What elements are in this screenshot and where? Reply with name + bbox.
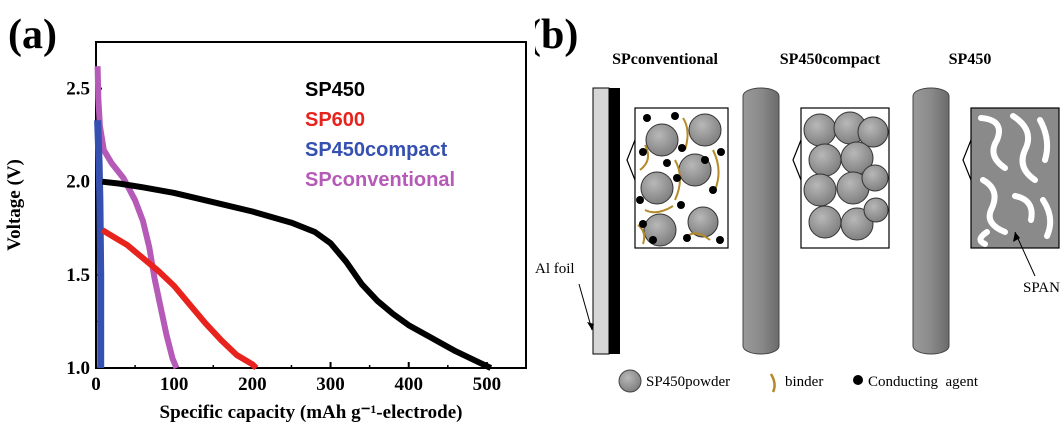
conventional-coating: [609, 88, 620, 354]
sp450-zoom-box: [970, 107, 1060, 249]
conducting-agent-dots: [636, 112, 725, 244]
span-label: SPAN: [1023, 280, 1060, 296]
legend-entry-sp450compact: SP450compact: [305, 139, 448, 161]
x-tick-label: 200: [238, 374, 267, 395]
column-title-spconventional: SPconventional: [612, 51, 718, 68]
sp450compact-electrode: [742, 87, 890, 355]
zoom-bracket: [792, 139, 802, 181]
legend-entry-spconventional: SPconventional: [305, 169, 455, 191]
span-pores: [977, 113, 1054, 247]
x-tick-label: 300: [316, 374, 345, 395]
y-axis-label: Voltage (V): [4, 159, 25, 251]
spconventional-electrode: Al foil: [535, 87, 729, 355]
x-tick-label: 400: [394, 374, 423, 395]
compact-slab: [742, 87, 780, 355]
schematic-legend: SP450powder binder Conducting agent: [618, 369, 979, 393]
x-tick-label: 0: [91, 374, 101, 395]
sp450-electrode: SPAN: [912, 87, 1060, 355]
y-axis-ticks: 1.0 1.5 2.0 2.5: [66, 79, 102, 379]
plot-frame: [95, 41, 527, 369]
legend-entry-sp450: SP450: [305, 79, 365, 101]
panel-b-label: (b): [535, 12, 578, 58]
series-group: [94, 66, 493, 371]
al-foil-label: Al foil: [535, 261, 575, 277]
series-line-sp450: [101, 178, 493, 371]
zoom-bracket: [626, 139, 636, 181]
sp450-slab: [912, 87, 950, 355]
legend-entry-sp600: SP600: [305, 109, 365, 131]
y-tick-label: 1.5: [66, 265, 90, 286]
discharge-chart: (a) 0 100 200 300 400 500 1.01.52.02.5 SP450S…: [4, 12, 527, 423]
zoom-bracket: [962, 139, 972, 181]
y-tick-label: 1.0: [66, 358, 90, 379]
span-pointer: [1014, 231, 1036, 277]
legend-binder-label: binder: [785, 374, 823, 390]
al-foil-pointer: [578, 283, 593, 331]
binder-legend-icon: [769, 373, 776, 393]
electrode-schematic: (b) SPconventional SP450compact SP450: [527, 12, 1060, 393]
chart-legend: SP450 SP600 SP450compact SPconventional: [305, 79, 455, 191]
plot-area: [95, 41, 527, 369]
x-tick-label: 100: [160, 374, 189, 395]
series-line-sp450compact: [94, 120, 105, 368]
powder-legend-icon: [618, 369, 642, 393]
column-title-sp450compact: SP450compact: [780, 51, 881, 68]
panel-b: (b) SPconventional SP450compact SP450: [527, 0, 1064, 429]
conventional-zoom-box: [634, 107, 729, 249]
compact-zoom-box: [800, 107, 890, 249]
legend-powder-label: SP450powder: [646, 374, 730, 390]
y-tick-label: 2.5: [66, 79, 90, 100]
agent-legend-icon: [853, 375, 863, 385]
panel-a: (a) 0 100 200 300 400 500 1.0 1.5 2.0 2.5 SP450 S…: [0, 0, 535, 429]
x-axis-ticks: 0 100 200 300 400 500: [91, 362, 501, 395]
panel-a-label: (a): [8, 12, 57, 58]
series-line-sp600: [100, 227, 259, 371]
legend-agent-label: Conducting agent: [868, 374, 979, 390]
y-tick-label: 2.0: [66, 172, 90, 193]
series-line-spconventional: [94, 66, 180, 370]
al-foil: [592, 87, 610, 355]
column-title-sp450: SP450: [949, 51, 992, 68]
x-tick-label: 500: [473, 374, 502, 395]
x-axis-label: Specific capacity (mAh g⁻¹-electrode): [160, 402, 463, 423]
